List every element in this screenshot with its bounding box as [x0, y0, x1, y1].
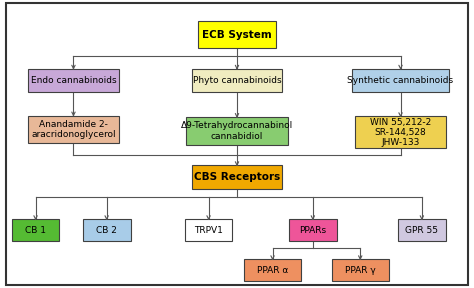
Text: PPAR γ: PPAR γ: [345, 266, 375, 275]
FancyBboxPatch shape: [186, 117, 288, 145]
Text: CB 2: CB 2: [96, 226, 117, 235]
FancyBboxPatch shape: [355, 116, 446, 149]
Text: Synthetic cannabinoids: Synthetic cannabinoids: [347, 76, 454, 85]
Text: PPAR α: PPAR α: [257, 266, 288, 275]
Text: Phyto cannabinoids: Phyto cannabinoids: [193, 76, 281, 85]
FancyBboxPatch shape: [331, 259, 389, 281]
FancyBboxPatch shape: [11, 219, 60, 241]
FancyBboxPatch shape: [82, 219, 130, 241]
Text: Anandamide 2-
aracridonoglycerol: Anandamide 2- aracridonoglycerol: [31, 120, 116, 139]
FancyBboxPatch shape: [191, 69, 282, 92]
Text: GPR 55: GPR 55: [405, 226, 438, 235]
FancyBboxPatch shape: [398, 219, 446, 241]
Text: CB 1: CB 1: [25, 226, 46, 235]
FancyBboxPatch shape: [28, 69, 118, 92]
FancyBboxPatch shape: [28, 116, 118, 143]
Text: TRPV1: TRPV1: [194, 226, 223, 235]
Text: Δ9-Tetrahydrocannabinol
cannabidiol: Δ9-Tetrahydrocannabinol cannabidiol: [181, 121, 293, 141]
FancyBboxPatch shape: [352, 69, 449, 92]
Text: Endo cannabinoids: Endo cannabinoids: [31, 76, 116, 85]
FancyBboxPatch shape: [185, 219, 232, 241]
Text: WIN 55,212-2
SR-144,528
JHW-133: WIN 55,212-2 SR-144,528 JHW-133: [370, 118, 431, 147]
FancyBboxPatch shape: [244, 259, 301, 281]
FancyBboxPatch shape: [191, 165, 282, 189]
FancyBboxPatch shape: [6, 3, 468, 285]
FancyBboxPatch shape: [198, 21, 276, 48]
FancyBboxPatch shape: [289, 219, 337, 241]
Text: CBS Receptors: CBS Receptors: [194, 172, 280, 182]
Text: PPARs: PPARs: [299, 226, 327, 235]
Text: ECB System: ECB System: [202, 30, 272, 39]
